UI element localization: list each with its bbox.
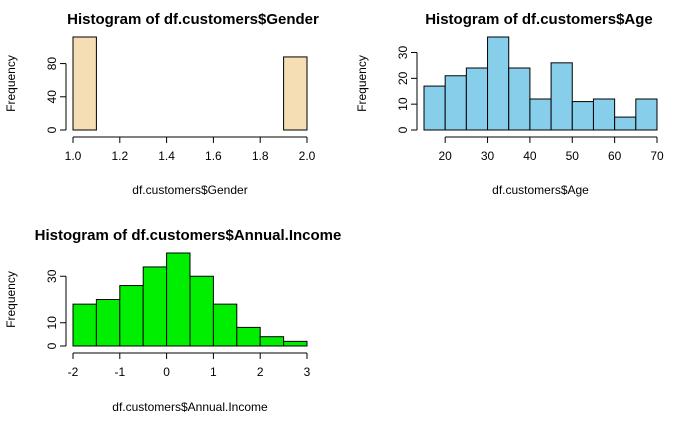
- x-tick-label: 1.4: [158, 149, 175, 163]
- x-axis-label: df.customers$Annual.Income: [112, 400, 268, 414]
- y-tick-label: 80: [45, 57, 59, 71]
- histogram-bar: [487, 36, 510, 131]
- x-tick-label: 2.0: [299, 149, 316, 163]
- histogram-bar: [95, 299, 121, 347]
- histogram-bar: [444, 75, 467, 131]
- histogram-1: [411, 36, 658, 143]
- y-tick-label: 30: [396, 46, 410, 60]
- histogram-bar: [550, 62, 573, 131]
- histogram-bar: [592, 98, 616, 131]
- histogram-0: [60, 36, 308, 143]
- y-tick-label: 30: [45, 269, 59, 283]
- histogram-bar: [529, 98, 552, 131]
- y-tick-label: 0: [396, 126, 410, 133]
- y-tick-label: 0: [45, 342, 59, 349]
- y-tick-label: 20: [396, 71, 410, 85]
- histogram-bar: [166, 252, 191, 347]
- histogram-bar: [283, 340, 308, 347]
- histogram-bar: [259, 336, 285, 347]
- y-tick-label: 40: [45, 90, 59, 104]
- x-tick-label: 0: [163, 365, 170, 379]
- y-tick-label: 10: [396, 97, 410, 111]
- histogram-bar: [465, 67, 489, 131]
- histogram-bar: [236, 326, 261, 347]
- x-tick-label: -2: [68, 365, 79, 379]
- chart-title: Histogram of df.customers$Gender: [67, 11, 319, 28]
- x-tick-label: 1: [210, 365, 217, 379]
- x-tick-label: 60: [608, 149, 622, 163]
- x-tick-label: 1.2: [111, 149, 128, 163]
- y-tick-label: 10: [45, 316, 59, 330]
- x-tick-label: 40: [523, 149, 537, 163]
- x-axis-label: df.customers$Gender: [132, 183, 247, 197]
- x-axis-label: df.customers$Age: [492, 183, 589, 197]
- y-tick-label: 0: [45, 126, 59, 133]
- histogram-bar: [571, 101, 594, 131]
- x-tick-label: 70: [650, 149, 664, 163]
- histogram-bar: [283, 56, 308, 131]
- histogram-bar: [508, 67, 531, 131]
- y-axis-label: Frequency: [4, 55, 18, 112]
- x-tick-label: 3: [304, 365, 311, 379]
- x-tick-label: 1.6: [205, 149, 222, 163]
- x-tick-label: 1.8: [252, 149, 269, 163]
- histogram-bar: [212, 303, 238, 347]
- y-axis-label: Frequency: [4, 271, 18, 328]
- x-tick-label: 2: [257, 365, 264, 379]
- histogram-bar: [614, 116, 637, 131]
- histogram-bar: [635, 98, 658, 131]
- chart-title: Histogram of df.customers$Age: [425, 11, 653, 28]
- x-tick-label: 1.0: [65, 149, 82, 163]
- x-tick-label: -1: [114, 365, 125, 379]
- x-tick-label: 20: [439, 149, 453, 163]
- histogram-bar: [189, 275, 214, 347]
- histogram-bar: [72, 303, 97, 347]
- histogram-bar: [119, 285, 144, 347]
- histogram-bar: [423, 85, 446, 131]
- histogram-bar: [142, 266, 168, 347]
- histogram-2: [60, 252, 308, 359]
- chart-title: Histogram of df.customers$Annual.Income: [35, 227, 342, 244]
- y-axis-label: Frequency: [355, 55, 369, 112]
- histogram-bar: [72, 36, 97, 131]
- x-tick-label: 30: [481, 149, 495, 163]
- x-tick-label: 50: [566, 149, 580, 163]
